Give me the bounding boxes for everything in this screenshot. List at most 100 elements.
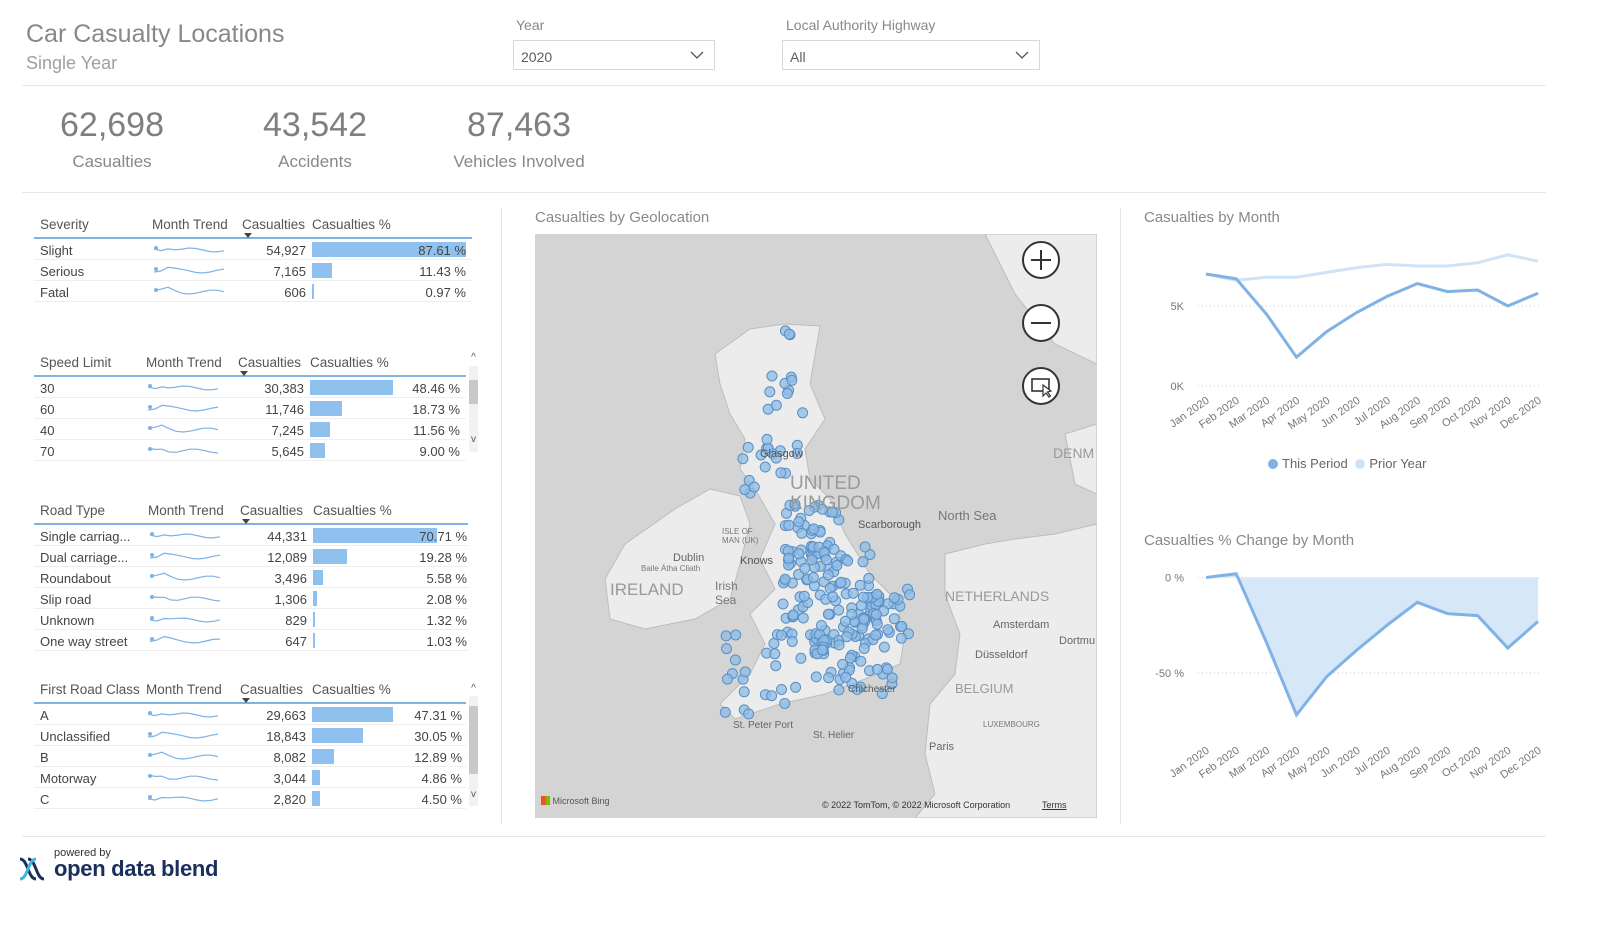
row-label: Motorway bbox=[40, 771, 97, 786]
legend-this-period[interactable]: This Period bbox=[1268, 456, 1348, 471]
casualty-point bbox=[870, 609, 882, 620]
scroll-up-icon[interactable]: ^ bbox=[471, 352, 476, 363]
table-row[interactable]: C 2,820 4.50 % bbox=[34, 788, 466, 809]
table-row[interactable]: Unknown 829 1.32 % bbox=[34, 609, 468, 630]
map-title: Casualties by Geolocation bbox=[535, 209, 710, 226]
year-dropdown[interactable]: 2020 bbox=[513, 40, 715, 70]
table-row[interactable]: Slight 54,927 87.61 % bbox=[34, 239, 472, 260]
pct-value: 12.89 % bbox=[414, 750, 462, 765]
casualty-point bbox=[854, 579, 866, 591]
column-header[interactable]: Casualties bbox=[240, 503, 304, 518]
casualties-value: 606 bbox=[284, 285, 306, 300]
casualty-point bbox=[863, 572, 875, 584]
casualty-point bbox=[720, 630, 732, 642]
select-area-icon bbox=[1031, 378, 1053, 398]
table-row[interactable]: 70 5,645 9.00 % bbox=[34, 440, 466, 461]
severity-table-header: Severity Month Trend Casualties Casualties … bbox=[34, 213, 472, 239]
column-header[interactable]: Casualties % bbox=[312, 217, 391, 232]
row-label: 30 bbox=[40, 381, 55, 396]
casualty-point bbox=[739, 484, 751, 496]
table-row[interactable]: 40 7,245 11.56 % bbox=[34, 419, 466, 440]
casualties-value: 18,843 bbox=[266, 729, 306, 744]
pct-bar bbox=[312, 770, 321, 785]
column-header[interactable]: Month Trend bbox=[152, 217, 228, 232]
row-label: 70 bbox=[40, 444, 55, 459]
pct-bar bbox=[313, 528, 438, 543]
column-header[interactable]: Casualties % bbox=[312, 682, 391, 697]
casualty-point bbox=[858, 643, 870, 654]
map-label-ireland: IRELAND bbox=[610, 580, 684, 599]
casualties-value: 829 bbox=[285, 613, 307, 628]
table-row[interactable]: Unclassified 18,843 30.05 % bbox=[34, 725, 466, 746]
map-copyright: © 2022 TomTom, © 2022 Microsoft Corporat… bbox=[822, 800, 1011, 810]
table-row[interactable]: B 8,082 12.89 % bbox=[34, 746, 466, 767]
column-header[interactable]: Month Trend bbox=[148, 503, 224, 518]
table-row[interactable]: A 29,663 47.31 % bbox=[34, 704, 466, 725]
pct-bar bbox=[310, 422, 330, 437]
scroll-up-icon[interactable]: ^ bbox=[471, 683, 476, 694]
table-row[interactable]: 30 30,383 48.46 % bbox=[34, 377, 466, 398]
column-header[interactable]: Casualties bbox=[240, 682, 304, 697]
column-header[interactable]: Road Type bbox=[40, 503, 106, 518]
pct-bar bbox=[312, 728, 364, 743]
pct-value: 70.71 % bbox=[419, 529, 467, 544]
table-row[interactable]: Motorway 3,044 4.86 % bbox=[34, 767, 466, 788]
column-header[interactable]: Month Trend bbox=[146, 355, 222, 370]
speed-limit-table: Speed Limit Month Trend Casualties Casualti… bbox=[34, 351, 466, 461]
pct-value: 87.61 % bbox=[418, 243, 466, 258]
column-header[interactable]: Casualties % bbox=[313, 503, 392, 518]
map-terms-link[interactable]: Terms bbox=[1042, 800, 1067, 810]
casualties-value: 1,306 bbox=[274, 592, 307, 607]
casualty-point bbox=[793, 516, 805, 528]
column-header[interactable]: Month Trend bbox=[146, 682, 222, 697]
geolocation-map[interactable]: UNITED KINGDOM North Sea IRELAND Irish S… bbox=[535, 234, 1097, 818]
roadclass-table-scrollbar[interactable] bbox=[469, 696, 478, 806]
casualty-point bbox=[770, 660, 782, 672]
table-row[interactable]: 60 11,746 18.73 % bbox=[34, 398, 466, 419]
chevron-down-icon bbox=[1015, 51, 1029, 59]
select-area-button[interactable] bbox=[1022, 367, 1060, 405]
sparkline bbox=[147, 384, 219, 391]
scroll-down-icon[interactable]: v bbox=[471, 789, 476, 800]
casualties-value: 3,044 bbox=[273, 771, 306, 786]
speed-table-scrollbar[interactable] bbox=[469, 366, 478, 452]
column-header[interactable]: Casualties bbox=[238, 355, 302, 370]
row-label: Dual carriage... bbox=[40, 550, 129, 565]
map-label-amsterdam: Amsterdam bbox=[993, 619, 1050, 631]
zoom-out-icon bbox=[1031, 322, 1051, 324]
table-row[interactable]: Dual carriage... 12,089 19.28 % bbox=[34, 546, 468, 567]
header-divider bbox=[22, 85, 1546, 86]
pct-value: 18.73 % bbox=[412, 402, 460, 417]
casualty-point bbox=[827, 591, 839, 603]
column-header[interactable]: Casualties % bbox=[310, 355, 389, 370]
table-row[interactable]: One way street 647 1.03 % bbox=[34, 630, 468, 651]
zoom-in-button[interactable] bbox=[1022, 241, 1060, 279]
map-label-glasgow: Glasgow bbox=[760, 448, 803, 460]
pct-bar bbox=[312, 749, 334, 764]
casualty-point bbox=[730, 629, 742, 641]
table-row[interactable]: Roundabout 3,496 5.58 % bbox=[34, 567, 468, 588]
column-header[interactable]: Speed Limit bbox=[40, 355, 112, 370]
pct-value: 9.00 % bbox=[419, 444, 460, 459]
casualty-point bbox=[847, 587, 859, 599]
table-row[interactable]: Serious 7,165 11.43 % bbox=[34, 260, 472, 281]
column-header[interactable]: Severity bbox=[40, 217, 89, 232]
scroll-down-icon[interactable]: v bbox=[471, 434, 476, 445]
area-fill bbox=[1206, 573, 1538, 715]
casualty-point bbox=[777, 598, 789, 610]
sparkline bbox=[149, 616, 221, 623]
column-header[interactable]: First Road Class bbox=[40, 682, 140, 697]
table-row[interactable]: Fatal 606 0.97 % bbox=[34, 281, 472, 302]
row-label: Single carriag... bbox=[40, 529, 131, 544]
legend-prior-year[interactable]: Prior Year bbox=[1355, 456, 1426, 471]
zoom-out-button[interactable] bbox=[1022, 304, 1060, 342]
casualty-point bbox=[871, 618, 883, 630]
series-line-1 bbox=[1205, 253, 1539, 282]
table-row[interactable]: Single carriag... 44,331 70.71 % bbox=[34, 525, 468, 546]
highway-dropdown[interactable]: All bbox=[782, 40, 1040, 70]
table-row[interactable]: Slip road 1,306 2.08 % bbox=[34, 588, 468, 609]
casualty-point bbox=[808, 523, 820, 535]
column-header[interactable]: Casualties bbox=[242, 217, 306, 232]
sparkline bbox=[149, 635, 221, 644]
